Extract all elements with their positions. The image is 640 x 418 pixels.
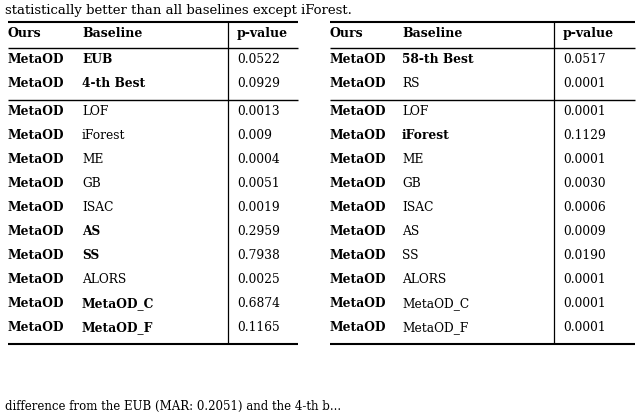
Text: MetaOD: MetaOD (8, 153, 65, 166)
Text: 0.0025: 0.0025 (237, 273, 280, 286)
Text: MetaOD: MetaOD (8, 129, 65, 142)
Text: 0.0929: 0.0929 (237, 77, 280, 90)
Text: 0.7938: 0.7938 (237, 249, 280, 262)
Text: Baseline: Baseline (402, 27, 462, 40)
Text: 0.1129: 0.1129 (563, 129, 606, 142)
Text: 4-th Best: 4-th Best (82, 77, 145, 90)
Text: MetaOD: MetaOD (8, 273, 65, 286)
Text: 0.0190: 0.0190 (563, 249, 605, 262)
Text: MetaOD: MetaOD (330, 177, 387, 190)
Text: MetaOD: MetaOD (8, 77, 65, 90)
Text: iForest: iForest (402, 129, 450, 142)
Text: LOF: LOF (402, 105, 428, 118)
Text: MetaOD: MetaOD (8, 225, 65, 238)
Text: MetaOD: MetaOD (8, 177, 65, 190)
Text: MetaOD: MetaOD (330, 53, 387, 66)
Text: ISAC: ISAC (402, 201, 433, 214)
Text: MetaOD: MetaOD (8, 321, 65, 334)
Text: 0.0001: 0.0001 (563, 321, 605, 334)
Text: 0.0001: 0.0001 (563, 105, 605, 118)
Text: MetaOD: MetaOD (8, 201, 65, 214)
Text: MetaOD: MetaOD (330, 77, 387, 90)
Text: 0.0009: 0.0009 (563, 225, 605, 238)
Text: MetaOD: MetaOD (330, 225, 387, 238)
Text: Ours: Ours (330, 27, 364, 40)
Text: MetaOD: MetaOD (330, 297, 387, 310)
Text: SS: SS (402, 249, 419, 262)
Text: MetaOD_F: MetaOD_F (82, 321, 154, 334)
Text: ME: ME (402, 153, 424, 166)
Text: SS: SS (82, 249, 99, 262)
Text: difference from the EUB (MAR: 0.2051) and the 4-th b...: difference from the EUB (MAR: 0.2051) an… (5, 400, 341, 413)
Text: MetaOD: MetaOD (330, 153, 387, 166)
Text: MetaOD: MetaOD (330, 201, 387, 214)
Text: MetaOD: MetaOD (330, 321, 387, 334)
Text: 0.0001: 0.0001 (563, 273, 605, 286)
Text: statistically better than all baselines except iForest.: statistically better than all baselines … (5, 4, 352, 17)
Text: 0.0006: 0.0006 (563, 201, 605, 214)
Text: MetaOD_C: MetaOD_C (82, 297, 154, 310)
Text: 0.1165: 0.1165 (237, 321, 280, 334)
Text: 0.2959: 0.2959 (237, 225, 280, 238)
Text: MetaOD: MetaOD (330, 129, 387, 142)
Text: GB: GB (82, 177, 100, 190)
Text: GB: GB (402, 177, 420, 190)
Text: 0.0001: 0.0001 (563, 297, 605, 310)
Text: MetaOD: MetaOD (8, 53, 65, 66)
Text: iForest: iForest (82, 129, 125, 142)
Text: 0.0001: 0.0001 (563, 77, 605, 90)
Text: ISAC: ISAC (82, 201, 113, 214)
Text: AS: AS (402, 225, 419, 238)
Text: MetaOD: MetaOD (8, 105, 65, 118)
Text: Baseline: Baseline (82, 27, 142, 40)
Text: 0.0013: 0.0013 (237, 105, 280, 118)
Text: 0.0001: 0.0001 (563, 153, 605, 166)
Text: 0.0522: 0.0522 (237, 53, 280, 66)
Text: 0.0030: 0.0030 (563, 177, 605, 190)
Text: MetaOD: MetaOD (330, 105, 387, 118)
Text: p-value: p-value (237, 27, 288, 40)
Text: ALORS: ALORS (82, 273, 126, 286)
Text: MetaOD: MetaOD (8, 249, 65, 262)
Text: 0.0051: 0.0051 (237, 177, 280, 190)
Text: RS: RS (402, 77, 419, 90)
Text: 0.0019: 0.0019 (237, 201, 280, 214)
Text: AS: AS (82, 225, 100, 238)
Text: MetaOD_F: MetaOD_F (402, 321, 468, 334)
Text: p-value: p-value (563, 27, 614, 40)
Text: MetaOD: MetaOD (330, 273, 387, 286)
Text: 0.009: 0.009 (237, 129, 272, 142)
Text: 0.6874: 0.6874 (237, 297, 280, 310)
Text: EUB: EUB (82, 53, 112, 66)
Text: MetaOD_C: MetaOD_C (402, 297, 469, 310)
Text: 0.0517: 0.0517 (563, 53, 605, 66)
Text: ME: ME (82, 153, 104, 166)
Text: Ours: Ours (8, 27, 42, 40)
Text: ALORS: ALORS (402, 273, 446, 286)
Text: MetaOD: MetaOD (330, 249, 387, 262)
Text: 58-th Best: 58-th Best (402, 53, 474, 66)
Text: MetaOD: MetaOD (8, 297, 65, 310)
Text: 0.0004: 0.0004 (237, 153, 280, 166)
Text: LOF: LOF (82, 105, 108, 118)
